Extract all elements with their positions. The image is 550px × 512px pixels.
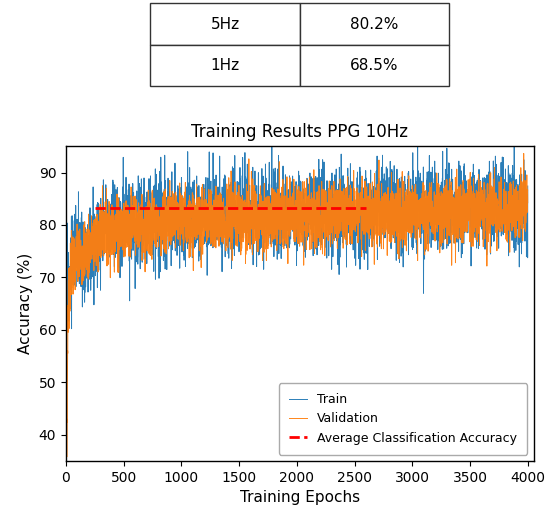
Legend: Train, Validation, Average Classification Accuracy: Train, Validation, Average Classificatio… bbox=[278, 383, 527, 455]
Line: Validation: Validation bbox=[66, 154, 528, 457]
Title: Training Results PPG 10Hz: Training Results PPG 10Hz bbox=[191, 123, 408, 141]
Train bbox=[259, 214, 266, 220]
Validation bbox=[128, 184, 134, 190]
Validation bbox=[259, 258, 266, 264]
Train bbox=[265, 224, 271, 230]
Validation bbox=[155, 228, 161, 234]
Train bbox=[68, 326, 75, 332]
Average Classification Accuracy bbox=[91, 205, 98, 211]
Validation bbox=[63, 454, 70, 460]
Train bbox=[155, 205, 161, 211]
Validation bbox=[295, 240, 301, 246]
Train bbox=[377, 209, 383, 216]
Average Classification Accuracy bbox=[363, 205, 370, 211]
X-axis label: Training Epochs: Training Epochs bbox=[240, 490, 360, 505]
Train bbox=[525, 183, 531, 189]
Train bbox=[128, 217, 134, 223]
Validation bbox=[63, 290, 69, 296]
Validation bbox=[520, 151, 527, 157]
Validation bbox=[377, 207, 383, 213]
Train bbox=[295, 214, 301, 220]
Train bbox=[414, 132, 421, 138]
Line: Train: Train bbox=[66, 135, 528, 329]
Validation bbox=[265, 214, 271, 220]
Validation bbox=[525, 200, 531, 206]
Train bbox=[63, 275, 69, 281]
Y-axis label: Accuracy (%): Accuracy (%) bbox=[18, 253, 33, 354]
